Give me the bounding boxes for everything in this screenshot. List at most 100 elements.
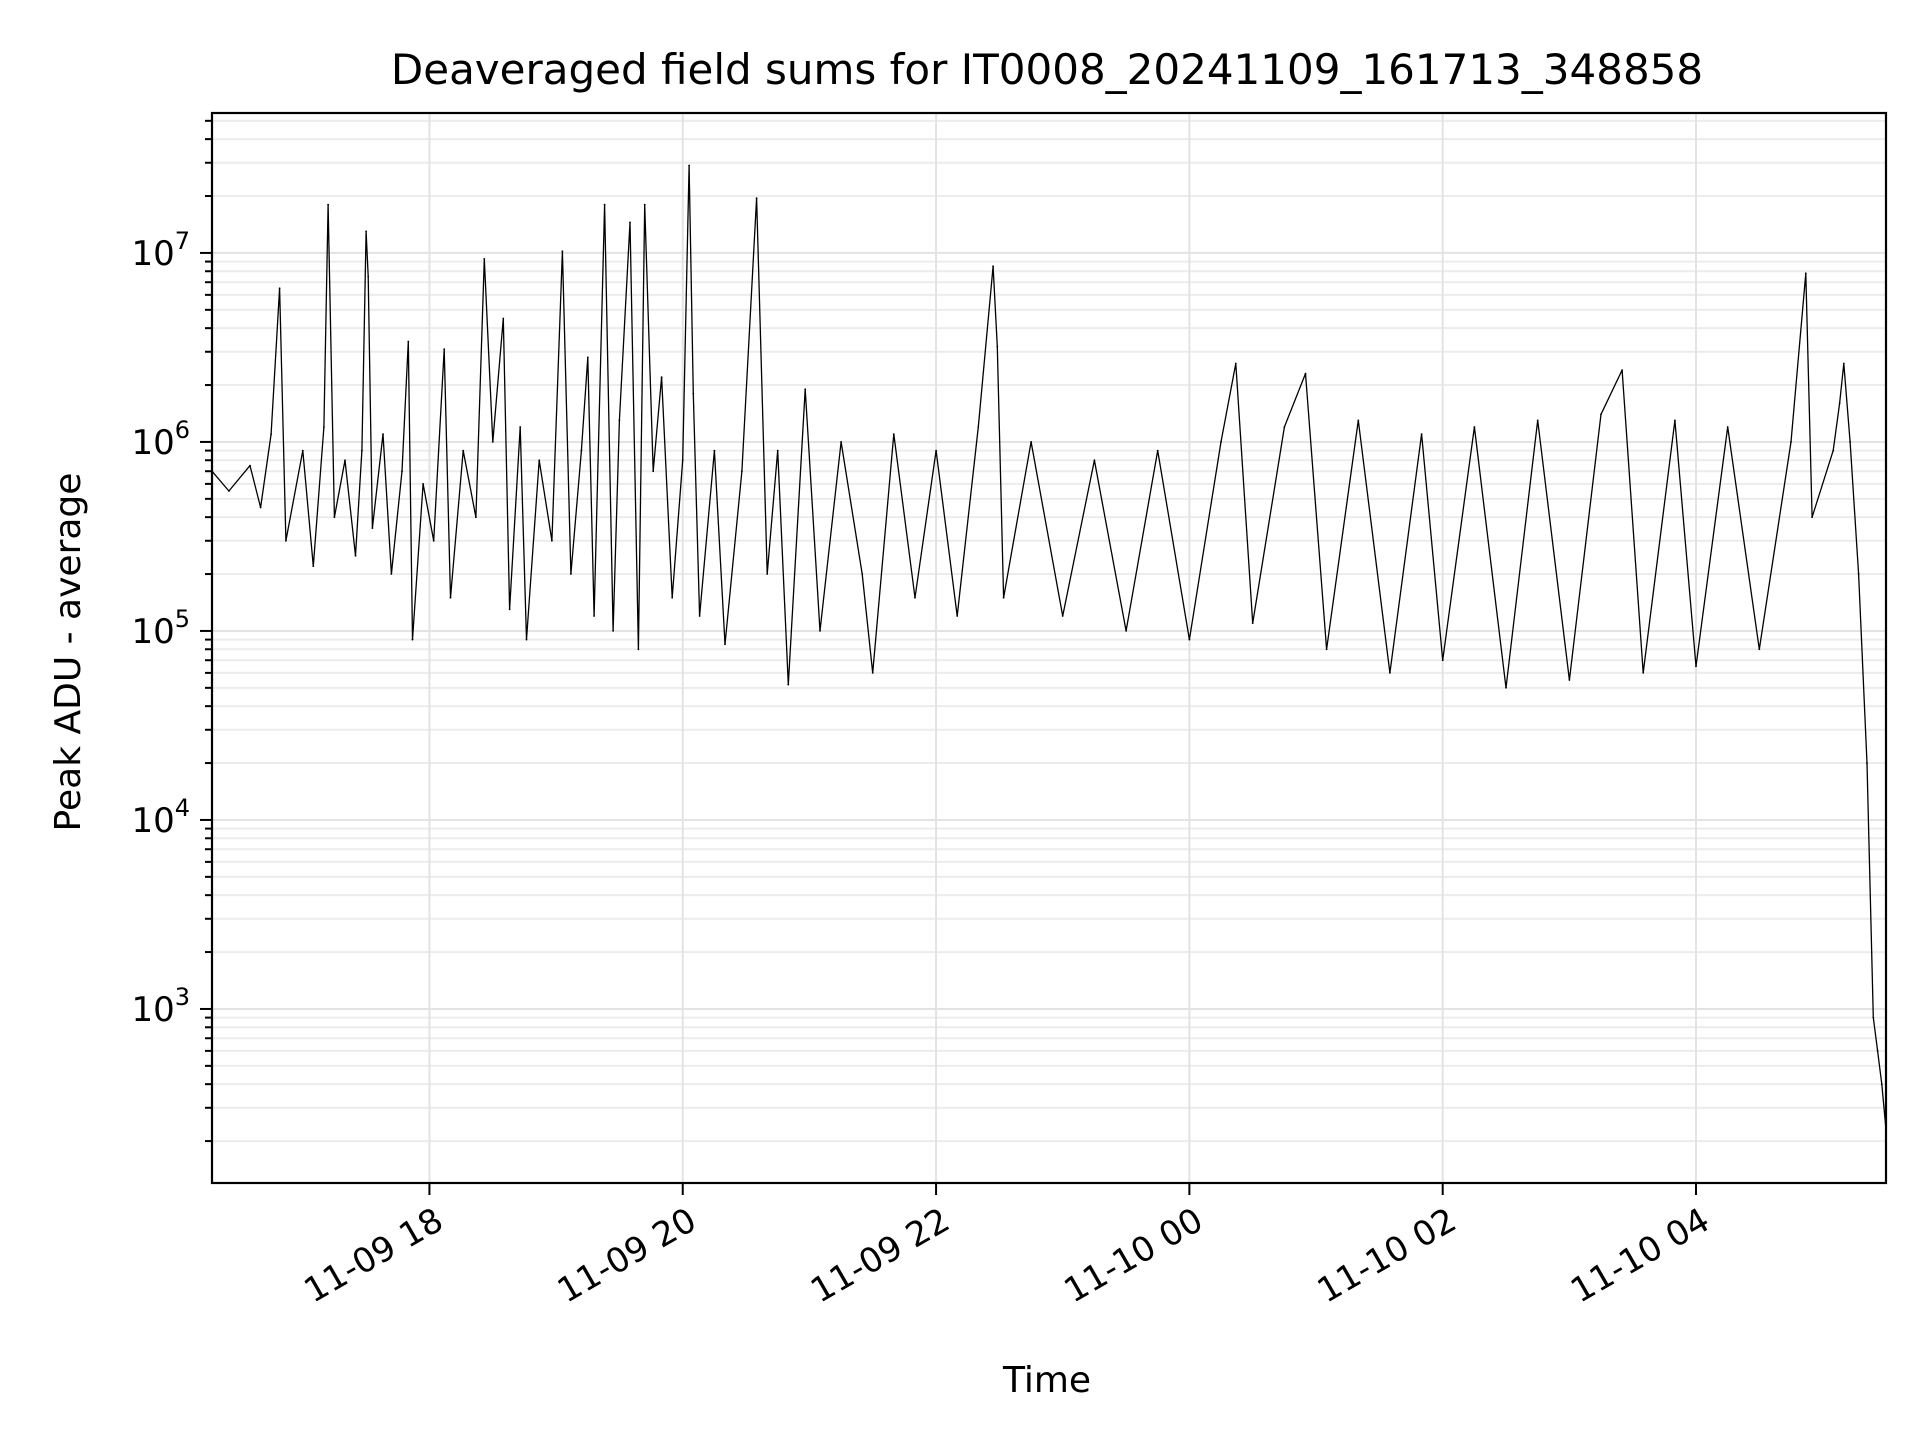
data-point [777, 450, 779, 452]
data-point [612, 630, 614, 632]
data-point [249, 465, 251, 467]
data-point [629, 222, 631, 224]
data-point [1569, 679, 1571, 681]
data-point [661, 376, 663, 378]
data-point [819, 630, 821, 632]
data-point [1305, 373, 1307, 375]
y-tick-label: 105 [131, 605, 190, 652]
data-point [893, 433, 895, 435]
data-point [302, 450, 304, 452]
chart-title: Deaveraged field sums for IT0008_2024110… [391, 45, 1703, 94]
data-point [1537, 420, 1539, 422]
data-point [688, 165, 690, 167]
data-point [652, 470, 654, 472]
y-tick-label: 104 [131, 794, 190, 841]
data-point [344, 459, 346, 461]
data-point [382, 433, 384, 435]
data-point [992, 265, 994, 267]
data-point [1003, 597, 1005, 599]
data-point [1849, 441, 1851, 443]
data-point [462, 450, 464, 452]
data-point [1421, 433, 1423, 435]
data-point [977, 426, 979, 428]
data-point [1157, 450, 1159, 452]
data-point [1758, 648, 1760, 650]
data-point [1505, 687, 1507, 689]
data-point [581, 450, 583, 452]
data-point [1357, 420, 1359, 422]
data-point [1326, 648, 1328, 650]
data-point [1805, 272, 1807, 274]
data-point [1877, 1050, 1879, 1052]
data-point [714, 450, 716, 452]
data-point [724, 643, 726, 645]
data-point [334, 516, 336, 518]
x-axis-label: Time [1002, 1360, 1091, 1401]
data-point [1727, 426, 1729, 428]
data-point [671, 597, 673, 599]
data-point [682, 459, 684, 461]
data-point [492, 441, 494, 443]
data-point [551, 540, 553, 542]
data-point [422, 483, 424, 485]
data-point [509, 609, 511, 611]
data-point [1030, 441, 1032, 443]
data-point [361, 450, 363, 452]
data-point [365, 231, 367, 233]
data-point [367, 276, 369, 278]
data-point [638, 648, 640, 650]
data-point [327, 204, 329, 206]
y-tick-label: 103 [131, 983, 190, 1030]
data-point [519, 426, 521, 428]
data-point [935, 450, 937, 452]
data-point [570, 573, 572, 575]
data-point [1866, 762, 1868, 764]
data-point [861, 573, 863, 575]
data-point [1442, 659, 1444, 661]
data-point [741, 470, 743, 472]
data-point [593, 615, 595, 617]
data-point [1839, 403, 1841, 405]
data-point [766, 573, 768, 575]
data-point [1621, 369, 1623, 371]
data-point [285, 540, 287, 542]
data-point [1811, 516, 1813, 518]
data-point [407, 341, 409, 343]
data-point [1094, 459, 1096, 461]
data-point [1642, 672, 1644, 674]
data-point [372, 527, 374, 529]
data-point [475, 516, 477, 518]
data-point [756, 197, 758, 199]
data-point [1881, 1083, 1883, 1085]
x-tick-label: 11-10 00 [1057, 1200, 1209, 1311]
data-point [412, 639, 414, 641]
data-point [804, 388, 806, 390]
data-point [483, 258, 485, 260]
data-point [433, 540, 435, 542]
y-axis-label: Peak ADU - average [48, 473, 89, 832]
x-tick-label: 11-10 02 [1311, 1200, 1463, 1311]
data-point [872, 672, 874, 674]
data-point [450, 597, 452, 599]
y-tick-label: 106 [131, 416, 190, 463]
data-point [956, 615, 958, 617]
data-point [401, 470, 403, 472]
data-point [1235, 363, 1237, 365]
data-point [644, 204, 646, 206]
y-tick-label: 107 [131, 227, 190, 274]
x-tick-label: 11-10 04 [1564, 1200, 1716, 1311]
data-point [1062, 615, 1064, 617]
data-point [443, 348, 445, 350]
data-point [526, 639, 528, 641]
data-point [1389, 672, 1391, 674]
data-point [562, 250, 564, 252]
data-point [1474, 426, 1476, 428]
data-point [355, 555, 357, 557]
data-point [538, 459, 540, 461]
data-point [1189, 639, 1191, 641]
data-point [270, 433, 272, 435]
data-point [1220, 441, 1222, 443]
grid-layer [212, 113, 1886, 1183]
